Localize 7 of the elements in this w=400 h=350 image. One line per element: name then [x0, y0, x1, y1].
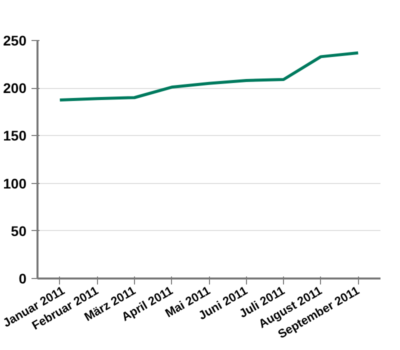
y-tick-label: 50 [10, 222, 27, 239]
y-tick-label: 250 [3, 32, 27, 48]
y-tick-label: 200 [3, 80, 27, 96]
y-tick-label: 100 [3, 175, 27, 192]
line-series [58, 51, 360, 102]
y-tick-label: 150 [3, 128, 27, 144]
y-tick-label: 0 [18, 270, 27, 286]
